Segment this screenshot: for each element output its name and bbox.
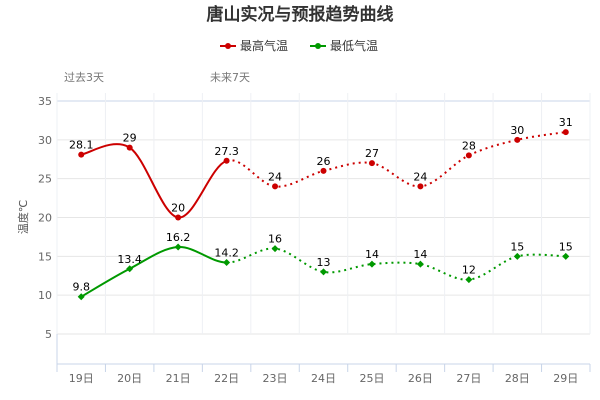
data-label: 15	[510, 240, 524, 253]
data-label: 14.2	[214, 247, 239, 260]
data-point[interactable]	[514, 136, 521, 143]
data-label: 27	[365, 147, 379, 160]
data-point[interactable]	[175, 214, 182, 221]
data-label: 14	[413, 248, 427, 261]
data-label: 31	[559, 116, 573, 129]
data-label: 15	[559, 240, 573, 253]
data-point[interactable]	[77, 293, 85, 301]
data-point[interactable]	[223, 259, 231, 267]
data-label: 24	[268, 170, 282, 183]
data-point[interactable]	[465, 152, 472, 159]
y-tick-label: 5	[45, 328, 52, 341]
y-tick-label: 10	[38, 289, 52, 302]
data-point[interactable]	[223, 157, 230, 164]
data-point[interactable]	[320, 167, 327, 174]
data-label: 12	[462, 264, 476, 277]
data-label: 13	[317, 256, 331, 269]
data-label: 16.2	[166, 231, 191, 244]
y-tick-label: 35	[38, 95, 52, 108]
series-line-forecast	[226, 247, 566, 281]
x-tick-label: 28日	[505, 372, 530, 385]
data-point[interactable]	[320, 268, 327, 276]
data-point[interactable]	[368, 160, 375, 167]
x-tick-label: 27日	[456, 372, 481, 385]
legend-min-label: 最低气温	[330, 38, 378, 53]
data-label: 24	[413, 170, 427, 183]
data-point[interactable]	[513, 252, 521, 260]
series-line-forecast	[226, 131, 566, 188]
data-label: 30	[510, 124, 524, 137]
past-label: 过去3天	[64, 71, 104, 84]
chart-title: 唐山实况与预报趋势曲线	[207, 4, 394, 25]
data-point[interactable]	[368, 260, 376, 268]
y-tick-label: 25	[38, 173, 52, 186]
data-point[interactable]	[465, 276, 473, 284]
data-label: 29	[123, 132, 137, 145]
y-tick-label: 15	[38, 250, 52, 263]
data-label: 16	[268, 233, 282, 246]
data-point[interactable]	[272, 183, 279, 190]
x-tick-label: 29日	[553, 372, 578, 385]
data-label: 27.3	[214, 145, 239, 158]
data-point[interactable]	[562, 129, 569, 136]
data-label: 20	[171, 202, 185, 215]
data-point[interactable]	[417, 183, 424, 190]
legend-max[interactable]: 最高气温	[220, 38, 288, 53]
x-tick-label: 23日	[263, 372, 288, 385]
x-tick-label: 19日	[69, 372, 94, 385]
x-tick-label: 26日	[408, 372, 433, 385]
legend-max-marker	[225, 43, 231, 49]
y-tick-label: 20	[38, 212, 52, 225]
y-tick-label: 30	[38, 134, 52, 147]
data-label: 9.8	[72, 281, 90, 294]
data-label: 28	[462, 139, 476, 152]
x-tick-label: 25日	[359, 372, 384, 385]
data-label: 13.4	[117, 253, 142, 266]
data-point[interactable]	[126, 265, 134, 273]
series-line-past	[80, 246, 227, 298]
future-label: 未来7天	[210, 71, 250, 84]
data-point[interactable]	[416, 260, 424, 268]
data-point[interactable]	[126, 144, 133, 151]
data-point[interactable]	[174, 243, 182, 251]
x-tick-label: 21日	[166, 372, 191, 385]
data-label: 14	[365, 248, 379, 261]
legend-max-label: 最高气温	[240, 38, 288, 53]
x-tick-label: 24日	[311, 372, 336, 385]
data-point[interactable]	[271, 245, 279, 253]
x-tick-label: 22日	[214, 372, 239, 385]
series-line-past	[80, 143, 228, 219]
y-axis-label: 温度℃	[16, 200, 30, 234]
data-label: 26	[317, 155, 331, 168]
data-point[interactable]	[78, 151, 85, 158]
legend-min-marker	[315, 43, 321, 49]
x-tick-label: 20日	[117, 372, 142, 385]
data-point[interactable]	[562, 252, 570, 260]
legend-min[interactable]: 最低气温	[310, 38, 378, 53]
data-label: 28.1	[69, 139, 94, 152]
